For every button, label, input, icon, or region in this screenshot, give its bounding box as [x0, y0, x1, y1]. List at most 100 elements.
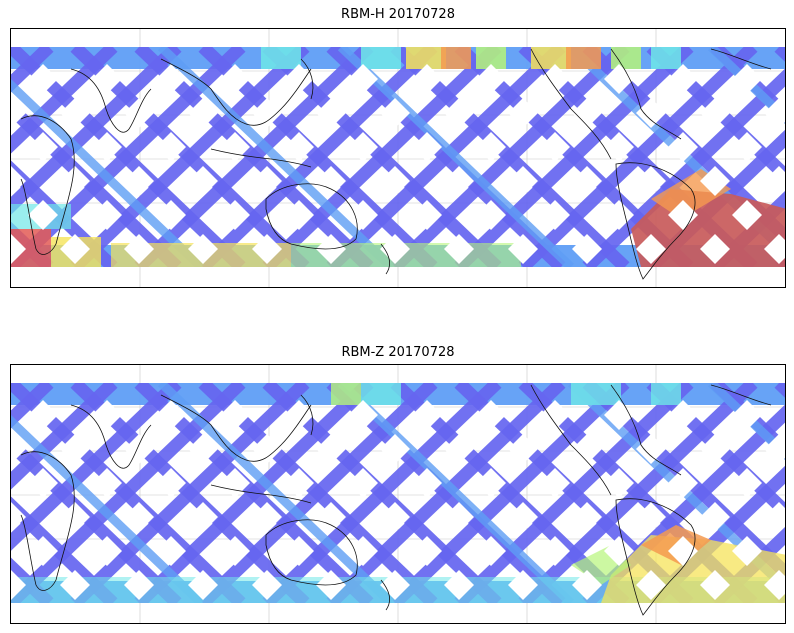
map-panel-rbm-z — [10, 364, 786, 624]
swath-gap — [764, 434, 785, 464]
swath-gap — [380, 98, 410, 128]
swath-gap — [28, 468, 58, 498]
swath-gap — [28, 200, 58, 230]
swath-descending — [454, 383, 694, 603]
swath-gap — [636, 234, 666, 264]
coastline — [710, 48, 772, 70]
swath-gap — [700, 570, 730, 600]
swath-gap — [572, 434, 602, 464]
satellite-swaths — [11, 383, 785, 603]
swath-gap — [380, 570, 410, 600]
swath-gap — [412, 200, 442, 230]
swath-gap — [92, 468, 122, 498]
north-anomaly-patch — [361, 47, 401, 69]
swath-gap — [316, 434, 346, 464]
swath-gap — [700, 434, 730, 464]
coastline — [265, 519, 358, 586]
swath-gap — [92, 64, 122, 94]
swath-gap — [476, 64, 506, 94]
swath-gap — [412, 132, 442, 162]
swath-gap — [412, 536, 442, 566]
swath-gap — [764, 502, 785, 532]
swath-descending — [70, 47, 310, 267]
swath-gap — [476, 200, 506, 230]
swath-gap — [316, 98, 346, 128]
map-plot-rbm-z — [11, 365, 785, 623]
swath-descending — [454, 47, 694, 267]
coastline — [20, 115, 75, 255]
swath-highlight — [337, 383, 575, 603]
swath-ascending — [11, 160, 118, 267]
swath-gap — [11, 98, 26, 128]
swath-gap — [124, 234, 154, 264]
swath-gap — [636, 570, 666, 600]
swath-gap — [572, 502, 602, 532]
panel-title-rbm-z: RBM-Z 20170728 — [341, 345, 455, 360]
swath-gap — [28, 64, 58, 94]
swath-gap — [668, 200, 698, 230]
swath-gap — [476, 132, 506, 162]
swath-gap — [156, 64, 186, 94]
swath-gap — [732, 400, 762, 430]
swath-gap — [284, 536, 314, 566]
swath-gap — [508, 166, 538, 196]
coastline — [160, 394, 312, 462]
north-anomaly-patch — [531, 47, 571, 69]
coastline — [615, 162, 696, 280]
swath-gap — [60, 570, 90, 600]
swath-gap — [764, 570, 785, 600]
swath-gap — [444, 166, 474, 196]
swath-gap — [220, 200, 250, 230]
swath-highlight — [337, 47, 575, 267]
swath-descending — [198, 383, 438, 603]
swath-gap — [348, 132, 378, 162]
swath-gap — [124, 98, 154, 128]
swath-gap — [252, 570, 282, 600]
swath-gap — [636, 434, 666, 464]
swath-descending — [262, 383, 502, 603]
swath-descending — [390, 47, 630, 267]
swath-gap — [476, 536, 506, 566]
swath-gap — [668, 400, 698, 430]
swath-gap — [540, 64, 570, 94]
swath-gap — [732, 64, 762, 94]
coastline — [300, 394, 314, 436]
swath-gap — [540, 536, 570, 566]
swath-gap — [764, 234, 785, 264]
swath-gap — [444, 502, 474, 532]
swath-gap — [636, 166, 666, 196]
swath-gap — [284, 64, 314, 94]
swath-gap — [220, 400, 250, 430]
swath-gap — [11, 502, 26, 532]
swath-gap — [540, 468, 570, 498]
satellite-swaths — [11, 47, 785, 267]
swath-gap — [732, 536, 762, 566]
swath-gap — [572, 166, 602, 196]
swath-gap — [700, 166, 730, 196]
swath-gap — [124, 502, 154, 532]
north-anomaly-patch — [406, 47, 446, 69]
swath-gap — [380, 166, 410, 196]
swath-descending — [11, 383, 182, 551]
coastline — [710, 384, 772, 406]
swath-gap — [188, 234, 218, 264]
coastline — [615, 498, 696, 616]
swath-gap — [220, 468, 250, 498]
coastline — [210, 484, 312, 504]
coastlines — [20, 48, 772, 280]
coastline — [380, 579, 391, 611]
swath-gap — [604, 468, 634, 498]
swath-gap — [156, 132, 186, 162]
swath-gap — [188, 98, 218, 128]
swath-gap — [252, 234, 282, 264]
swath-gap — [60, 166, 90, 196]
swath-gap — [188, 166, 218, 196]
swath-gap — [316, 502, 346, 532]
coastline — [610, 384, 682, 476]
swath-gap — [604, 132, 634, 162]
coastline — [530, 384, 612, 496]
swath-descending — [518, 47, 758, 267]
coastline — [160, 58, 312, 126]
swath-gap — [444, 570, 474, 600]
swath-gap — [700, 98, 730, 128]
